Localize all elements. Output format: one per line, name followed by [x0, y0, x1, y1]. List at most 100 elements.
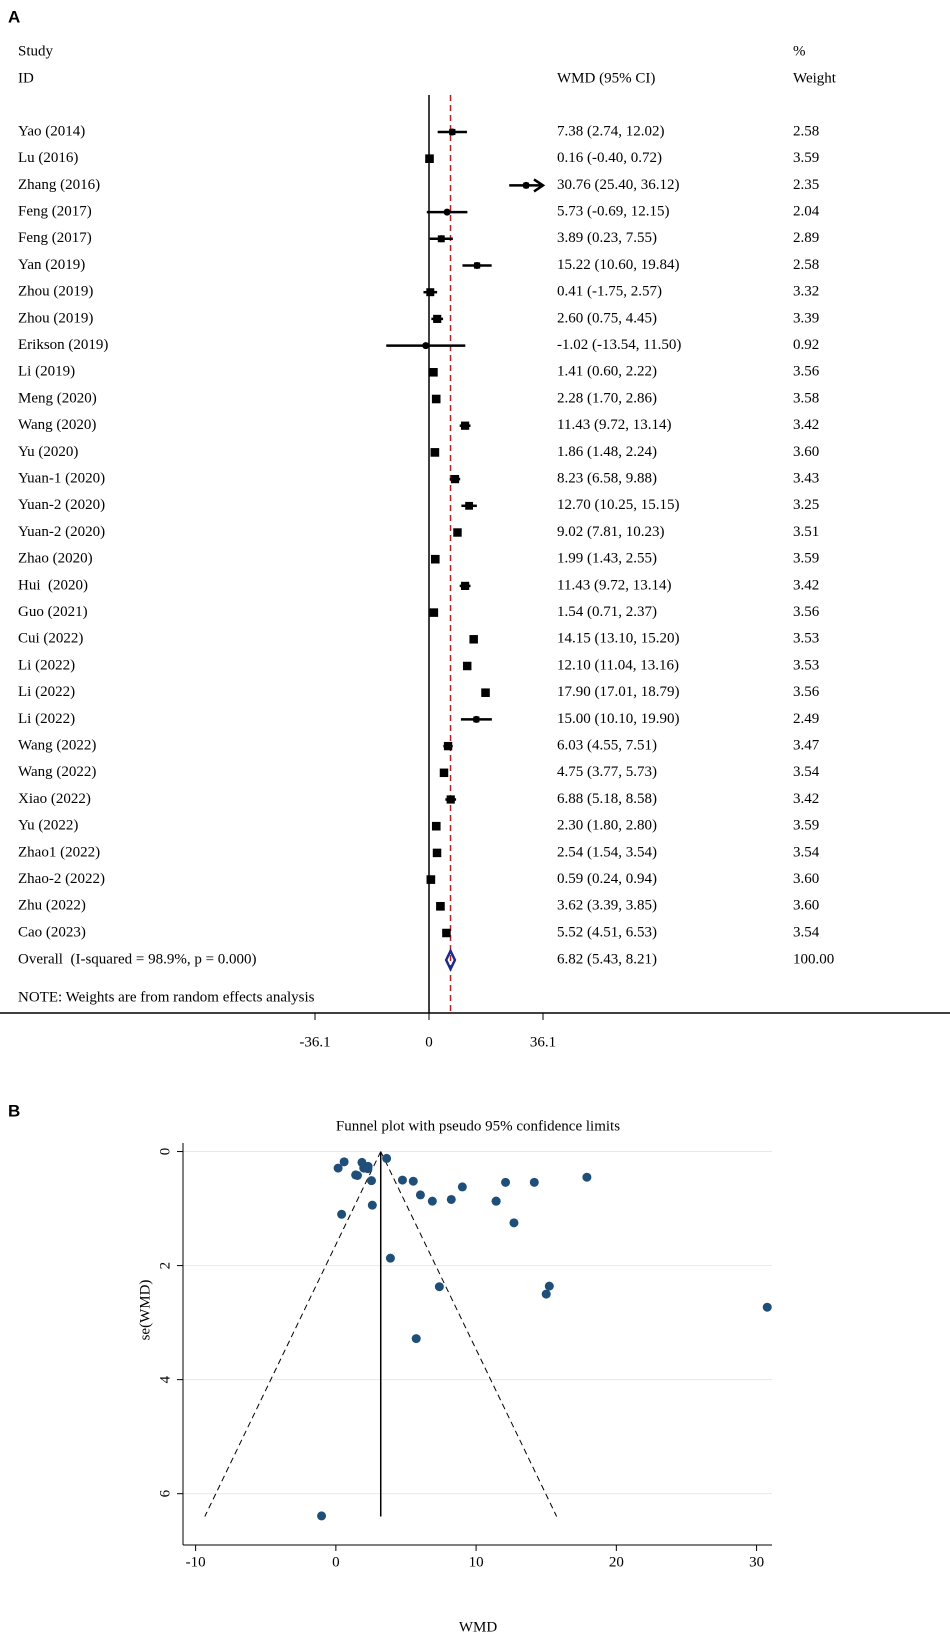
- ci-label: 5.73 (-0.69, 12.15): [557, 204, 670, 220]
- weight-label: 3.42: [793, 577, 819, 593]
- x-tick-label: -36.1: [299, 1034, 330, 1050]
- ci-label: 2.54 (1.54, 3.54): [557, 844, 657, 860]
- study-point: [544, 1281, 554, 1291]
- study-label: Wang (2022): [18, 764, 96, 780]
- study-point: [501, 1177, 511, 1187]
- point-estimate: [429, 368, 437, 376]
- ci-label: 2.60 (0.75, 4.45): [557, 310, 657, 326]
- study-point: [529, 1177, 539, 1187]
- header: ID: [18, 70, 34, 86]
- study-label: Xiao (2022): [18, 791, 91, 807]
- weight-label: 2.04: [793, 204, 820, 220]
- study-point: [446, 1194, 456, 1204]
- ci-label: 0.16 (-0.40, 0.72): [557, 150, 662, 166]
- ci-label: 15.22 (10.60, 19.84): [557, 257, 680, 273]
- point-estimate: [448, 128, 456, 136]
- study-label: Li (2022): [18, 684, 75, 700]
- point-estimate: [451, 475, 459, 483]
- point-estimate: [431, 448, 439, 456]
- ci-label: 1.54 (0.71, 2.37): [557, 604, 657, 620]
- ci-label: 6.82 (5.43, 8.21): [557, 951, 657, 967]
- y-tick-label: 6: [157, 1489, 173, 1497]
- weight-label: 2.89: [793, 230, 819, 246]
- point-estimate: [443, 208, 451, 216]
- point-estimate: [422, 342, 430, 350]
- ci-label: 2.28 (1.70, 2.86): [557, 390, 657, 406]
- study-label: Li (2019): [18, 364, 75, 380]
- ci-label: 11.43 (9.72, 13.14): [557, 577, 671, 593]
- study-point: [434, 1282, 444, 1292]
- ci-label: 0.59 (0.24, 0.94): [557, 871, 657, 887]
- weight-label: 3.59: [793, 551, 819, 567]
- weight-label: 3.42: [793, 417, 819, 433]
- weight-label: 3.51: [793, 524, 819, 540]
- weight-label: 3.32: [793, 284, 819, 300]
- weight-label: 3.53: [793, 657, 819, 673]
- study-point: [352, 1171, 362, 1181]
- point-estimate: [436, 902, 444, 910]
- chart-title: Funnel plot with pseudo 95% confidence l…: [336, 1118, 620, 1134]
- y-tick-label: 2: [157, 1262, 173, 1270]
- weight-label: 2.35: [793, 177, 819, 193]
- ci-label: 14.15 (13.10, 15.20): [557, 631, 680, 647]
- x-tick-label: 0: [425, 1034, 433, 1050]
- study-label: Yuan-2 (2020): [18, 524, 105, 540]
- header: WMD (95% CI): [557, 70, 655, 86]
- ci-label: 30.76 (25.40, 36.12): [557, 177, 680, 193]
- panel-label: A: [8, 7, 20, 26]
- ci-label: 8.23 (6.58, 9.88): [557, 471, 657, 487]
- study-point: [317, 1511, 327, 1521]
- study-point: [762, 1302, 772, 1312]
- study-label: Zhao1 (2022): [18, 844, 100, 860]
- ci-label: 3.62 (3.39, 3.85): [557, 898, 657, 914]
- point-estimate: [465, 502, 473, 510]
- study-label: Guo (2021): [18, 604, 88, 620]
- x-tick-label: 36.1: [530, 1034, 556, 1050]
- study-point: [491, 1196, 501, 1206]
- study-point: [411, 1334, 421, 1344]
- weight-label: 3.56: [793, 364, 820, 380]
- study-label: Feng (2017): [18, 204, 92, 220]
- weight-label: 3.60: [793, 898, 819, 914]
- point-estimate: [522, 181, 530, 189]
- study-point: [509, 1218, 519, 1228]
- study-point: [385, 1253, 395, 1263]
- study-label: Zhao-2 (2022): [18, 871, 105, 887]
- weight-label: 3.60: [793, 444, 819, 460]
- study-label: Yan (2019): [18, 257, 85, 273]
- study-label: Zhu (2022): [18, 898, 86, 914]
- study-point: [366, 1176, 376, 1186]
- weight-label: 3.43: [793, 471, 819, 487]
- point-estimate: [447, 796, 455, 803]
- weight-label: 2.49: [793, 711, 819, 727]
- study-point: [541, 1289, 551, 1299]
- overall-label: Overall (I-squared = 98.9%, p = 0.000): [18, 951, 257, 967]
- ci-label: 1.41 (0.60, 2.22): [557, 364, 657, 380]
- point-estimate: [473, 262, 481, 269]
- x-tick-label: -10: [186, 1554, 206, 1570]
- point-estimate: [444, 742, 452, 750]
- point-estimate: [482, 689, 490, 697]
- point-estimate: [432, 822, 440, 830]
- panel-label: B: [8, 1101, 20, 1120]
- weight-label: 3.54: [793, 844, 820, 860]
- point-estimate: [426, 288, 434, 296]
- study-point: [337, 1209, 347, 1219]
- ci-label: 11.43 (9.72, 13.14): [557, 417, 671, 433]
- pseudo-limit: [204, 1151, 382, 1517]
- study-label: Wang (2020): [18, 417, 96, 433]
- weight-label: 3.54: [793, 924, 820, 940]
- weight-label: 3.25: [793, 497, 819, 513]
- header: %: [793, 43, 806, 59]
- study-label: Yao (2014): [18, 123, 85, 139]
- ci-label: 15.00 (10.10, 19.90): [557, 711, 680, 727]
- x-tick-label: 10: [469, 1554, 484, 1570]
- point-estimate: [431, 555, 439, 563]
- ci-label: 0.41 (-1.75, 2.57): [557, 284, 662, 300]
- ci-label: 12.70 (10.25, 15.15): [557, 497, 680, 513]
- study-label: Meng (2020): [18, 390, 97, 406]
- point-estimate: [433, 849, 441, 857]
- y-axis-label: se(WMD): [137, 1280, 153, 1341]
- study-label: Yu (2022): [18, 818, 78, 834]
- point-estimate: [472, 715, 480, 723]
